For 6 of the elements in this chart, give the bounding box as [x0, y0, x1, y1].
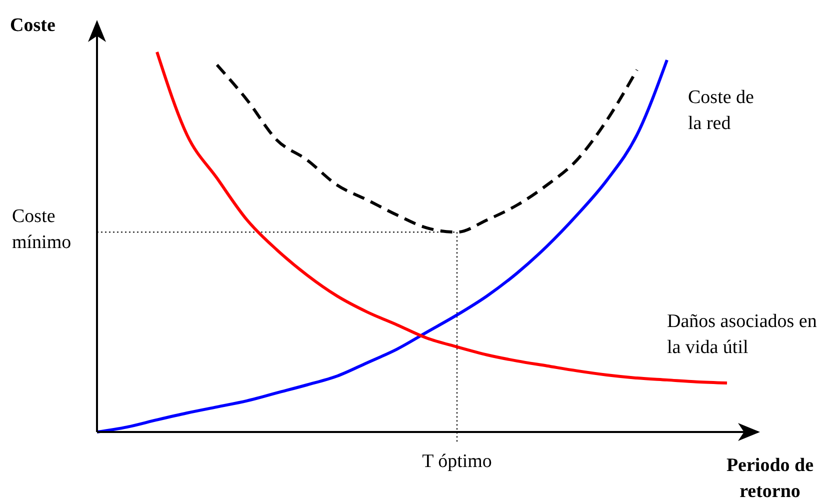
text: T óptimo: [422, 451, 492, 472]
series-label: Daños asociados en la vida útil: [667, 311, 818, 358]
text: Coste de la red: [688, 87, 754, 134]
ref-line-label: Coste mínimo: [12, 206, 72, 254]
y-axis-title: Coste: [10, 15, 56, 36]
x-axis-title: Periodo de retorno: [726, 455, 814, 502]
